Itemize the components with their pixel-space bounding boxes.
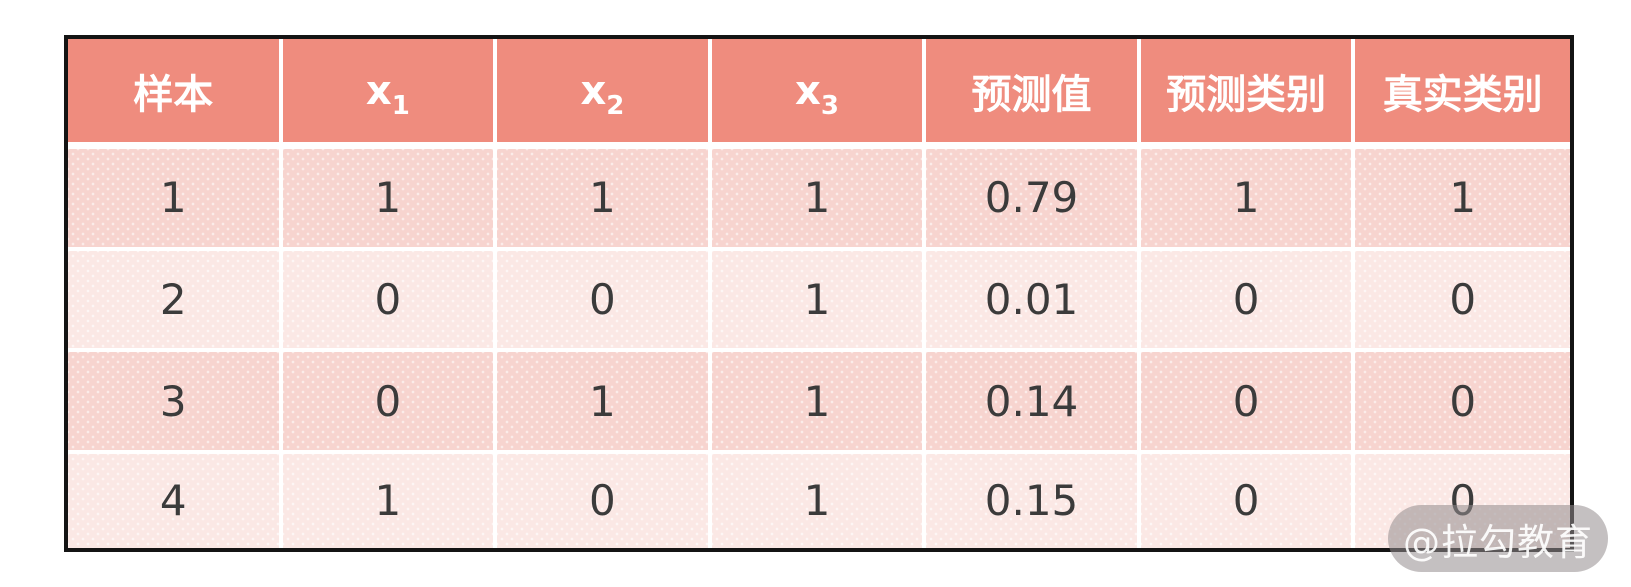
table-cell-r1-c1: 1 bbox=[282, 149, 498, 251]
table-header: 样本 x1 x2 x3 预测值 预测类别 真实类别 bbox=[68, 39, 1570, 149]
table-row-1: 1 1 1 1 0.79 1 1 bbox=[68, 149, 1570, 251]
header-cell-1: x1 bbox=[282, 39, 498, 149]
watermark-text: @拉勾教育 bbox=[1403, 520, 1593, 564]
header-cell-2: x2 bbox=[497, 39, 712, 149]
table-row-2: 2 0 0 1 0.01 0 0 bbox=[68, 250, 1570, 353]
lagou-education-watermark-badge: @拉勾教育 bbox=[1388, 505, 1608, 572]
header-cell-4: 预测值 bbox=[926, 39, 1141, 149]
table-cell-r1-c2: 1 bbox=[497, 149, 712, 251]
table-cell-r2-c2: 0 bbox=[497, 250, 712, 353]
table-cell-r2-c0: 2 bbox=[68, 250, 283, 353]
table-cell-r3-c1: 0 bbox=[282, 352, 498, 454]
table-cell-r4-c1: 1 bbox=[282, 453, 498, 548]
table-cell-r1-c5: 1 bbox=[1140, 149, 1356, 251]
header-subscript: 3 bbox=[820, 90, 839, 121]
table-cell-r2-c3: 1 bbox=[711, 250, 927, 353]
table-cell-r4-c2: 0 bbox=[497, 453, 712, 548]
table-cell-r3-c5: 0 bbox=[1140, 352, 1356, 454]
table-row-4: 4 1 0 1 0.15 0 0 bbox=[68, 453, 1570, 548]
table-cell-r2-c4: 0.01 bbox=[926, 250, 1141, 353]
header-cell-6: 真实类别 bbox=[1355, 39, 1570, 149]
table-cell-r4-c4: 0.15 bbox=[926, 453, 1141, 548]
table-cell-r1-c3: 1 bbox=[711, 149, 927, 251]
table-cell-r3-c2: 1 bbox=[497, 352, 712, 454]
table-row-3: 3 0 1 1 0.14 0 0 bbox=[68, 352, 1570, 454]
table-cell-r4-c5: 0 bbox=[1140, 453, 1356, 548]
header-subscript: 2 bbox=[606, 90, 625, 121]
header-cell-5: 预测类别 bbox=[1140, 39, 1356, 149]
header-subscript: 1 bbox=[391, 90, 410, 121]
table-cell-r1-c6: 1 bbox=[1355, 149, 1570, 251]
table-cell-r2-c5: 0 bbox=[1140, 250, 1356, 353]
header-row: 样本 x1 x2 x3 预测值 预测类别 真实类别 bbox=[68, 39, 1570, 149]
table-cell-r2-c1: 0 bbox=[282, 250, 498, 353]
table-cell-r4-c0: 4 bbox=[68, 453, 283, 548]
table-cell-r1-c4: 0.79 bbox=[926, 149, 1141, 251]
prediction-results-table: 样本 x1 x2 x3 预测值 预测类别 真实类别 1 1 1 1 0.79 1 1 2 0 0 1 0.01 0 0… bbox=[68, 39, 1570, 548]
header-cell-0: 样本 bbox=[68, 39, 283, 149]
table-cell-r3-c0: 3 bbox=[68, 352, 283, 454]
table-cell-r2-c6: 0 bbox=[1355, 250, 1570, 353]
header-cell-3: x3 bbox=[711, 39, 927, 149]
table-cell-r3-c3: 1 bbox=[711, 352, 927, 454]
table-cell-r3-c4: 0.14 bbox=[926, 352, 1141, 454]
prediction-table-frame: 样本 x1 x2 x3 预测值 预测类别 真实类别 1 1 1 1 0.79 1 1 2 0 0 1 0.01 0 0… bbox=[64, 35, 1574, 552]
table-cell-r1-c0: 1 bbox=[68, 149, 283, 251]
table-cell-r3-c6: 0 bbox=[1355, 352, 1570, 454]
table-cell-r4-c3: 1 bbox=[711, 453, 927, 548]
table-body: 1 1 1 1 0.79 1 1 2 0 0 1 0.01 0 0 3 0 1 1 0.14 0 0 4 1 0 1 0.15 0 0 bbox=[68, 149, 1570, 548]
